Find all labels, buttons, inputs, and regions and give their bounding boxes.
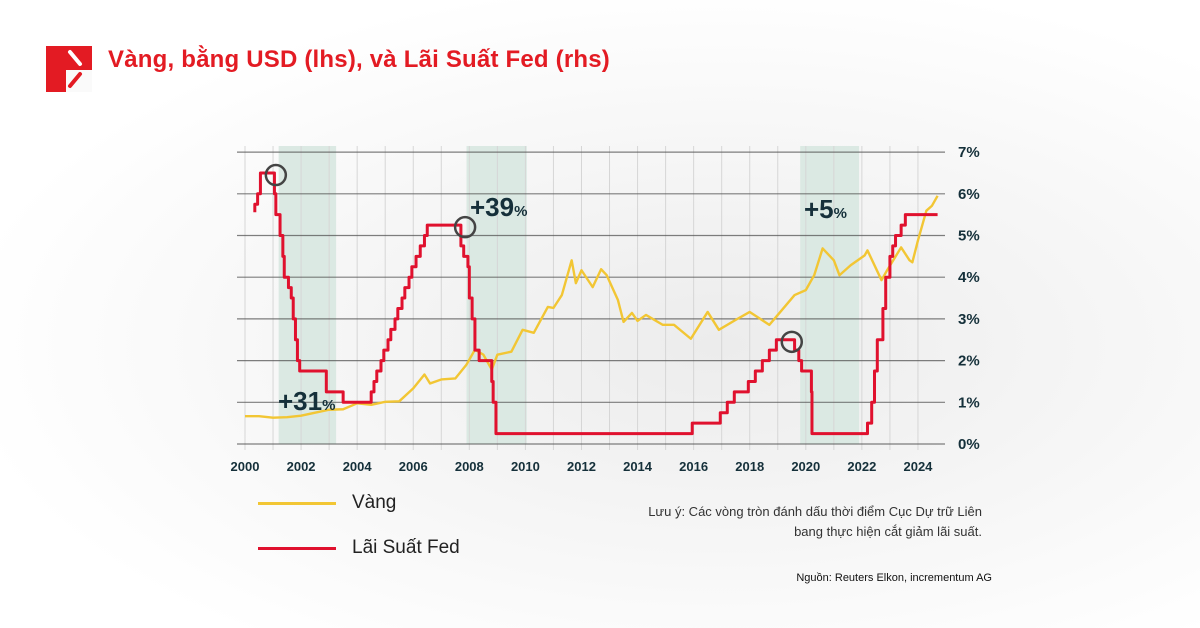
shaded-period-2: [800, 146, 860, 444]
legend-item-gold: Vàng: [258, 492, 396, 514]
x-tick-label: 2006: [399, 459, 428, 474]
x-tick-label: 2016: [679, 459, 708, 474]
y-right-tick-label: 7%: [958, 144, 980, 161]
x-tick-label: 2012: [567, 459, 596, 474]
x-tick-label: 2014: [623, 459, 653, 474]
rate-cut-circle: [264, 163, 288, 187]
gain-annotation: +39%: [470, 192, 527, 222]
y-right-tick-label: 2%: [958, 353, 980, 370]
x-tick-label: 2020: [791, 459, 820, 474]
x-tick-label: 2002: [287, 459, 316, 474]
legend-swatch-gold: [258, 501, 336, 505]
gain-annotation: +5%: [804, 194, 847, 224]
legend-item-fed: Lãi Suất Fed: [258, 537, 460, 559]
chart-title: Vàng, bằng USD (lhs), và Lãi Suất Fed (r…: [108, 46, 610, 73]
series-line-gold: [245, 195, 939, 419]
legend-label-gold: Vàng: [352, 492, 397, 513]
rate-cut-circle: [780, 330, 804, 354]
chart-source: Nguồn: Reuters Elkon, incrementum AG: [796, 572, 992, 584]
y-right-tick-label: 0%: [958, 436, 980, 453]
x-tick-label: 2018: [735, 459, 764, 474]
x-tick-label: 2024: [903, 459, 933, 474]
y-right-tick-label: 3%: [958, 311, 980, 328]
y-right-tick-label: 1%: [958, 394, 980, 411]
series-line-fed: [253, 171, 938, 436]
x-tick-label: 2022: [847, 459, 876, 474]
chart-note: Lưu ý: Các vòng tròn đánh dấu thời điểm …: [648, 504, 982, 539]
rate-cut-circle: [453, 215, 477, 239]
y-right-tick-label: 5%: [958, 228, 980, 245]
shaded-period-0: [278, 146, 337, 444]
x-tick-label: 2010: [511, 459, 540, 474]
y-right-tick-label: 6%: [958, 186, 980, 203]
gain-annotation: +31%: [278, 386, 335, 416]
legend-swatch-fed: [258, 546, 336, 550]
x-tick-label: 2008: [455, 459, 484, 474]
shaded-period-1: [466, 146, 527, 444]
x-tick-label: 2004: [343, 459, 373, 474]
legend-label-fed: Lãi Suất Fed: [352, 537, 460, 558]
x-tick-label: 2000: [231, 459, 260, 474]
brand-logo: [46, 46, 92, 92]
y-right-tick-label: 4%: [958, 269, 980, 286]
